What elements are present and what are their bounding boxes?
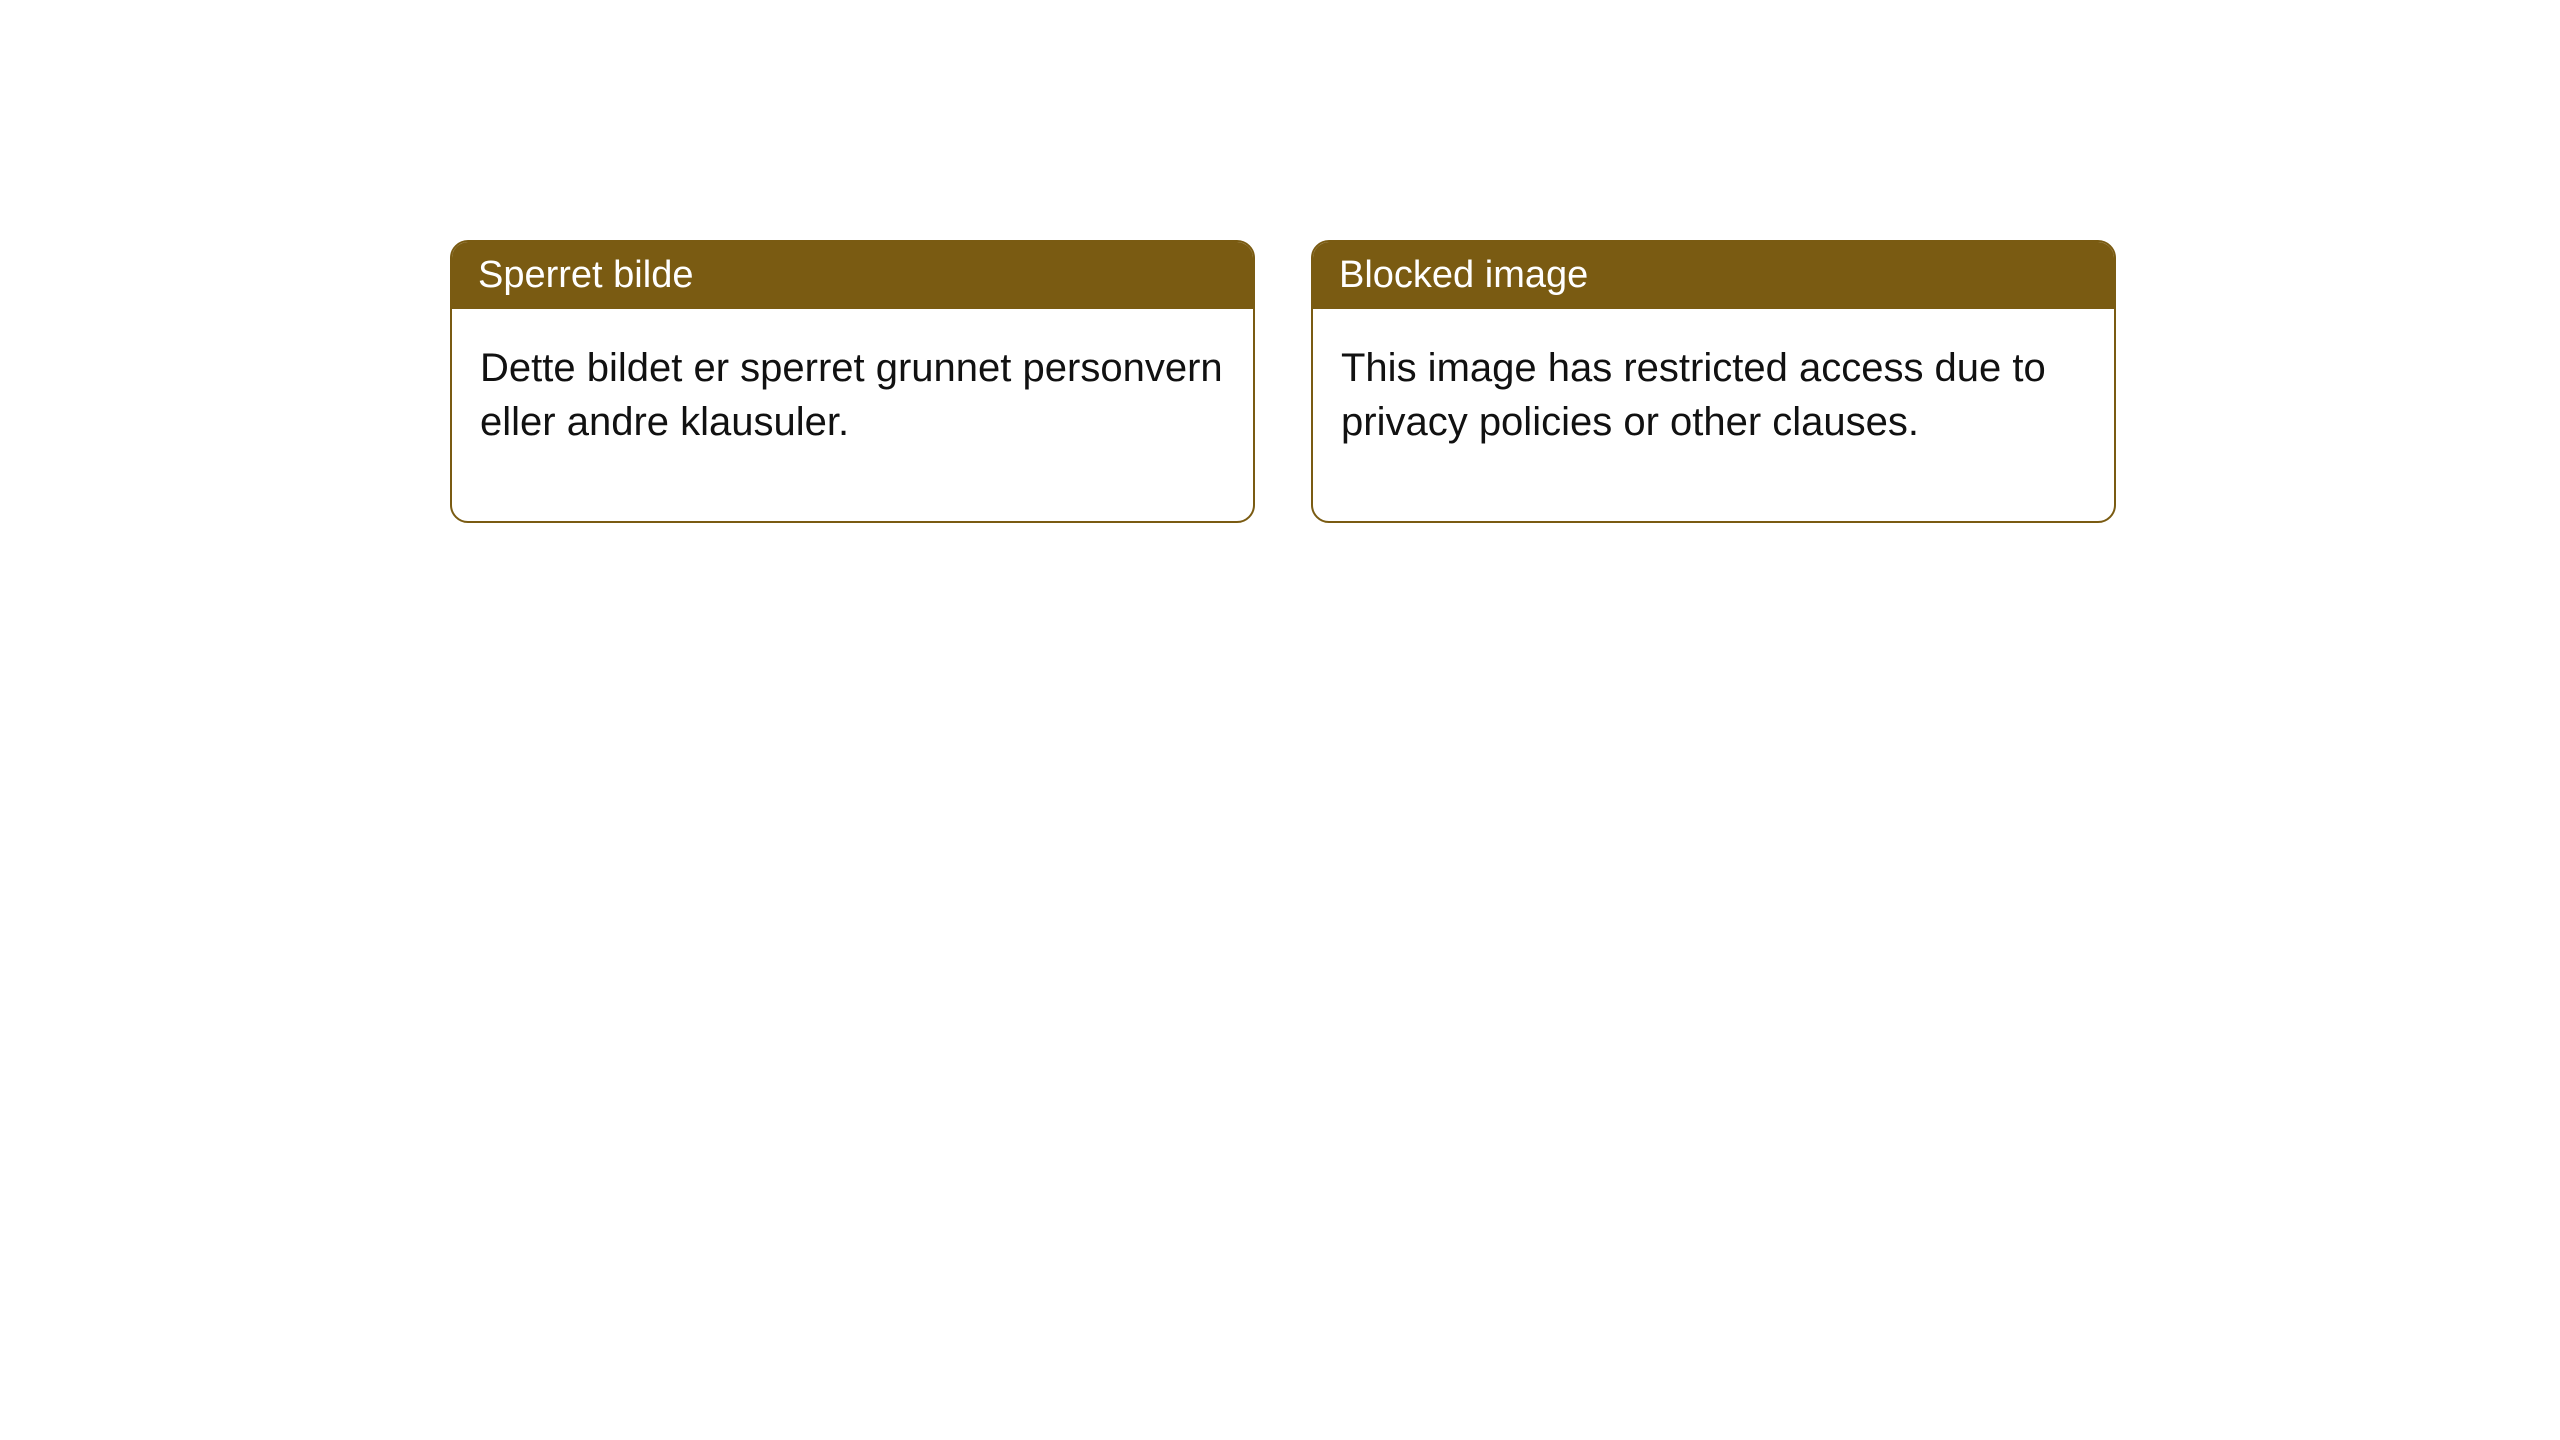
notice-card-norwegian: Sperret bilde Dette bildet er sperret gr… <box>450 240 1255 523</box>
notice-cards-container: Sperret bilde Dette bildet er sperret gr… <box>0 0 2560 523</box>
card-header-english: Blocked image <box>1313 242 2114 309</box>
notice-card-english: Blocked image This image has restricted … <box>1311 240 2116 523</box>
card-body-english: This image has restricted access due to … <box>1313 309 2114 521</box>
card-body-norwegian: Dette bildet er sperret grunnet personve… <box>452 309 1253 521</box>
card-header-norwegian: Sperret bilde <box>452 242 1253 309</box>
